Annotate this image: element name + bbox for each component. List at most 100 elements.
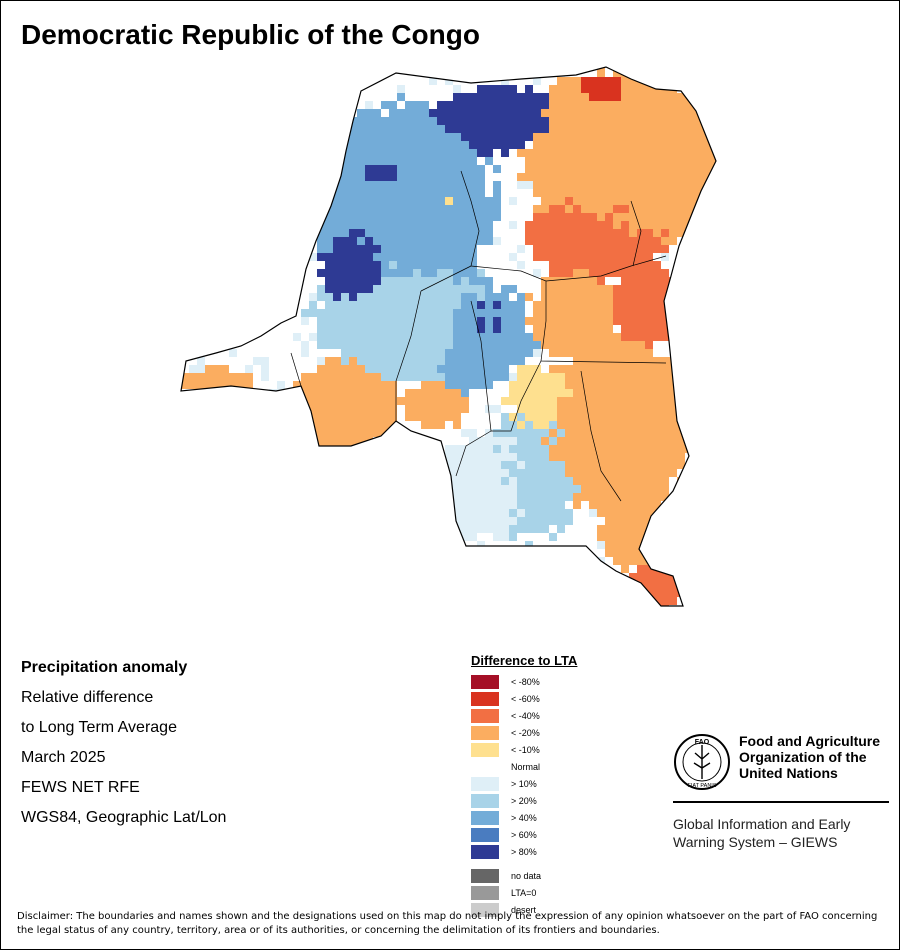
anomaly-cell [573,125,581,133]
anomaly-cell [461,173,469,181]
anomaly-cell [629,181,637,189]
anomaly-cell [565,261,573,269]
legend-item: LTA=0 [471,884,577,901]
anomaly-cell [573,149,581,157]
anomaly-cell [517,437,525,445]
anomaly-cell [653,461,661,469]
anomaly-cell [397,213,405,221]
anomaly-cell [597,349,605,357]
anomaly-cell [581,373,589,381]
anomaly-cell [621,493,629,501]
anomaly-cell [341,413,349,421]
anomaly-cell [613,317,621,325]
anomaly-cell [613,373,621,381]
anomaly-cell [693,445,701,453]
anomaly-cell [373,157,381,165]
fao-logo-icon: FAO FIAT PANIS [674,734,730,790]
anomaly-cell [205,373,213,381]
anomaly-cell [589,373,597,381]
anomaly-cell [317,285,325,293]
anomaly-cell [653,549,661,557]
anomaly-cell [637,69,645,77]
anomaly-cell [573,285,581,293]
anomaly-cell [629,141,637,149]
anomaly-cell [349,229,357,237]
anomaly-cell [645,477,653,485]
anomaly-cell [533,181,541,189]
anomaly-cell [653,93,661,101]
anomaly-cell [181,85,189,93]
anomaly-cell [397,221,405,229]
anomaly-cell [621,501,629,509]
anomaly-cell [549,429,557,437]
anomaly-cell [661,517,669,525]
anomaly-cell [325,309,333,317]
anomaly-cell [541,133,549,141]
anomaly-cell [493,525,501,533]
anomaly-cell [205,365,213,373]
anomaly-cell [549,189,557,197]
anomaly-cell [397,117,405,125]
anomaly-cell [621,461,629,469]
anomaly-cell [605,197,613,205]
anomaly-cell [701,501,709,509]
anomaly-cell [437,189,445,197]
anomaly-cell [565,333,573,341]
anomaly-cell [573,445,581,453]
anomaly-cell [677,189,685,197]
anomaly-cell [605,485,613,493]
anomaly-cell [549,293,557,301]
anomaly-cell [469,509,477,517]
anomaly-cell [453,397,461,405]
anomaly-cell [485,85,493,93]
anomaly-cell [621,549,629,557]
anomaly-cell [621,221,629,229]
anomaly-cell [645,325,653,333]
anomaly-cell [565,437,573,445]
anomaly-cell [685,413,693,421]
anomaly-cell [469,237,477,245]
anomaly-cell [557,477,565,485]
anomaly-cell [341,133,349,141]
anomaly-cell [549,381,557,389]
anomaly-cell [533,221,541,229]
anomaly-cell [397,269,405,277]
anomaly-cell [405,237,413,245]
anomaly-cell [325,173,333,181]
anomaly-cell [557,101,565,109]
anomaly-cell [461,165,469,173]
anomaly-cell [389,397,397,405]
anomaly-cell [645,293,653,301]
anomaly-cell [325,213,333,221]
anomaly-cell [461,325,469,333]
anomaly-cell [373,181,381,189]
anomaly-cell [349,181,357,189]
anomaly-cell [565,477,573,485]
anomaly-cell [589,317,597,325]
anomaly-cell [173,429,181,437]
anomaly-cell [461,269,469,277]
anomaly-cell [589,469,597,477]
anomaly-cell [453,357,461,365]
anomaly-cell [477,237,485,245]
anomaly-cell [597,389,605,397]
legend-swatch [471,708,499,723]
anomaly-cell [637,421,645,429]
anomaly-cell [421,133,429,141]
anomaly-cell [493,357,501,365]
legend-item: < -20% [471,724,577,741]
anomaly-cell [453,501,461,509]
anomaly-cell [421,261,429,269]
anomaly-cell [693,173,701,181]
anomaly-cell [645,69,653,77]
anomaly-cell [437,509,445,517]
anomaly-cell [565,453,573,461]
anomaly-cell [429,165,437,173]
anomaly-cell [469,453,477,461]
anomaly-cell [581,437,589,445]
anomaly-cell [453,205,461,213]
anomaly-cell [549,517,557,525]
anomaly-cell [605,125,613,133]
anomaly-cell [357,565,365,573]
anomaly-cell [493,333,501,341]
